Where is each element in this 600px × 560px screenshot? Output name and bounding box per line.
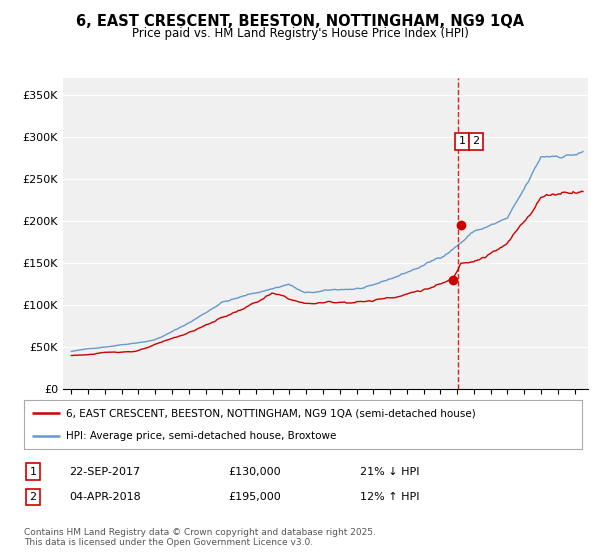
- Text: Price paid vs. HM Land Registry's House Price Index (HPI): Price paid vs. HM Land Registry's House …: [131, 27, 469, 40]
- Text: Contains HM Land Registry data © Crown copyright and database right 2025.
This d: Contains HM Land Registry data © Crown c…: [24, 528, 376, 547]
- Text: £130,000: £130,000: [228, 466, 281, 477]
- Text: 2: 2: [29, 492, 37, 502]
- Text: 22-SEP-2017: 22-SEP-2017: [69, 466, 140, 477]
- Text: 6, EAST CRESCENT, BEESTON, NOTTINGHAM, NG9 1QA (semi-detached house): 6, EAST CRESCENT, BEESTON, NOTTINGHAM, N…: [66, 408, 476, 418]
- Text: HPI: Average price, semi-detached house, Broxtowe: HPI: Average price, semi-detached house,…: [66, 431, 336, 441]
- Text: 6, EAST CRESCENT, BEESTON, NOTTINGHAM, NG9 1QA: 6, EAST CRESCENT, BEESTON, NOTTINGHAM, N…: [76, 14, 524, 29]
- Text: 1: 1: [459, 137, 466, 146]
- Text: 12% ↑ HPI: 12% ↑ HPI: [360, 492, 419, 502]
- Text: 1: 1: [29, 466, 37, 477]
- Text: 21% ↓ HPI: 21% ↓ HPI: [360, 466, 419, 477]
- Text: 2: 2: [472, 137, 479, 146]
- Text: 04-APR-2018: 04-APR-2018: [69, 492, 141, 502]
- Text: £195,000: £195,000: [228, 492, 281, 502]
